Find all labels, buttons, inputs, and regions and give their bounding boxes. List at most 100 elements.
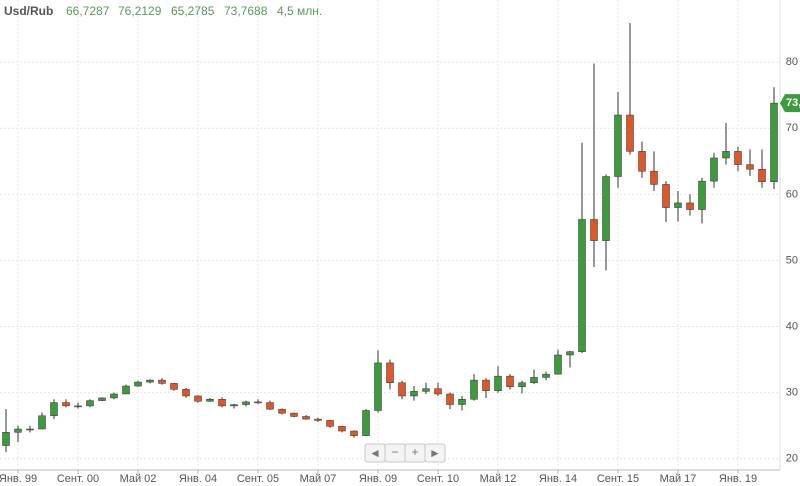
x-tick-label: Май 17 xyxy=(660,473,697,485)
candle-body xyxy=(770,102,778,183)
candle-body xyxy=(74,405,82,408)
x-tick-label: Май 02 xyxy=(120,473,157,485)
close: 73,7688 xyxy=(224,4,268,18)
x-tick-label: Май 07 xyxy=(300,473,337,485)
open: 66,7287 xyxy=(66,4,110,18)
candle-body xyxy=(554,354,562,375)
candle-body xyxy=(566,351,574,356)
candle-body xyxy=(158,379,166,384)
candle-body xyxy=(170,383,178,390)
candle-body xyxy=(230,404,238,407)
high: 76,2129 xyxy=(118,4,162,18)
tag-shape xyxy=(780,94,800,113)
y-tick-label: 60 xyxy=(786,188,798,200)
candle-body xyxy=(494,375,502,391)
candle-body xyxy=(614,114,622,177)
y-tick-label: 80 xyxy=(786,56,798,68)
candles xyxy=(2,23,778,453)
candle-body xyxy=(674,202,682,208)
candle-body xyxy=(722,151,730,159)
x-tick-label: Янв. 09 xyxy=(359,473,397,485)
candle-body xyxy=(98,397,106,401)
candle-body xyxy=(398,382,406,397)
y-tick-label: 40 xyxy=(786,320,798,332)
x-tick-label: Сент. 05 xyxy=(237,473,279,485)
symbol: Usd/Rub xyxy=(4,4,53,18)
x-tick-label: Сент. 00 xyxy=(57,473,99,485)
x-tick-label: Янв. 14 xyxy=(539,473,577,485)
y-tick-label: 30 xyxy=(786,387,798,399)
candle-body xyxy=(470,379,478,400)
candle-body xyxy=(638,151,646,172)
candle-body xyxy=(266,402,274,410)
candle-body xyxy=(542,373,550,378)
candle-body xyxy=(410,391,418,397)
candle-body xyxy=(62,402,70,407)
candle-body xyxy=(422,388,430,392)
candle-body xyxy=(686,202,694,210)
candle-body xyxy=(626,114,634,152)
y-tick-label: 20 xyxy=(786,453,798,465)
grid xyxy=(0,0,780,470)
candle-body xyxy=(134,381,142,387)
header: Usd/Rub 66,7287 76,2129 65,2785 73,7688 … xyxy=(4,4,322,18)
y-tick-label: 50 xyxy=(786,254,798,266)
candle-body xyxy=(350,430,358,436)
candle-body xyxy=(14,428,22,433)
icon: + xyxy=(411,445,418,459)
x-tick-label: Сент. 15 xyxy=(597,473,639,485)
candle-body xyxy=(290,412,298,417)
navigator: ◄ − + ► xyxy=(364,443,446,463)
candle-body xyxy=(758,168,766,183)
scroll-right[interactable] xyxy=(424,443,446,463)
candle-body xyxy=(50,402,58,417)
candle-body xyxy=(2,432,10,446)
candle-body xyxy=(446,393,454,405)
last-price-tag: 73,7688 xyxy=(780,94,800,113)
x-tick-label: Янв. 19 xyxy=(719,473,757,485)
candle-body xyxy=(710,157,718,182)
tag-label: 73,7688 xyxy=(786,97,800,109)
x-tick-label: Янв. 04 xyxy=(179,473,217,485)
candle-body xyxy=(278,408,286,414)
icon: ► xyxy=(429,446,441,460)
candle-body xyxy=(314,418,322,421)
candle-body xyxy=(206,399,214,402)
y-tick-label: 70 xyxy=(786,122,798,134)
candle-body xyxy=(458,399,466,405)
candle-body xyxy=(578,219,586,352)
candle-body xyxy=(26,428,34,431)
candle-body xyxy=(362,410,370,436)
candle-body xyxy=(518,382,526,387)
candle-body xyxy=(254,401,262,404)
x-tick-label: Сент. 10 xyxy=(417,473,459,485)
candle-body xyxy=(302,416,310,420)
candle-body xyxy=(746,164,754,170)
low: 65,2785 xyxy=(171,4,215,18)
candle-body xyxy=(434,388,442,395)
candle-body xyxy=(602,176,610,241)
candle-body xyxy=(698,180,706,210)
candle-body xyxy=(662,184,670,208)
icon: − xyxy=(391,445,398,459)
candle-body xyxy=(218,399,226,407)
candle-body xyxy=(374,362,382,411)
candle-body xyxy=(734,151,742,165)
candle-body xyxy=(338,426,346,432)
x-tick-label: Май 12 xyxy=(480,473,517,485)
candle-body xyxy=(242,401,250,405)
candle-body xyxy=(86,400,94,407)
candle-body xyxy=(110,393,118,399)
candle-body xyxy=(38,415,46,430)
candle-body xyxy=(530,377,538,383)
candle-body xyxy=(506,375,514,387)
volume: 4,5 млн. xyxy=(277,4,322,18)
candle-body xyxy=(122,385,130,395)
icon: ◄ xyxy=(369,446,381,460)
candle-body xyxy=(482,379,490,391)
x-tick-label: Янв. 99 xyxy=(0,473,37,485)
candle-body xyxy=(590,219,598,241)
candle-body xyxy=(326,420,334,427)
candle-body xyxy=(146,379,154,383)
